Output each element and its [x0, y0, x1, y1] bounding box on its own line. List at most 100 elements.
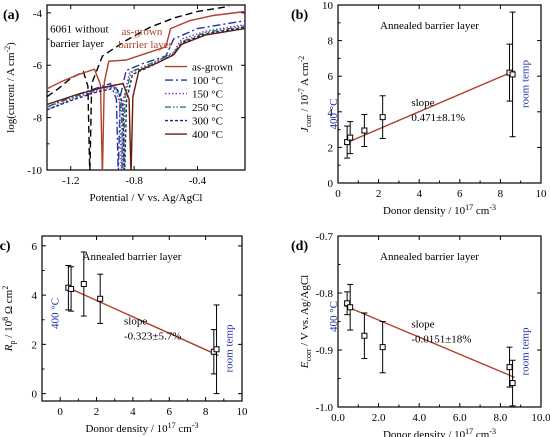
x-tick-label: 8.0: [494, 412, 508, 424]
y-tick-label: -10: [27, 165, 42, 177]
x-tick-label: 8: [498, 188, 504, 200]
data-point: [379, 344, 386, 351]
slope-value: -0.0151±18%: [411, 334, 471, 346]
y-tick-label: 8: [328, 36, 334, 48]
fit-line: [343, 70, 515, 145]
x-tick-label: -1.2: [62, 175, 79, 187]
y-tick-label: -0.7: [316, 231, 334, 243]
panel-label: (a): [3, 8, 20, 23]
y-tick-label: -1.0: [316, 402, 334, 414]
x-tick-label: 0: [57, 406, 63, 418]
data-point: [379, 114, 386, 121]
data-point: [347, 304, 354, 311]
y-tick-label: 0: [328, 178, 334, 190]
data-point: [344, 139, 351, 146]
x-tick-label: -0.4: [189, 175, 207, 187]
y-tick-label: 4: [32, 290, 38, 302]
legend-entry: 100 °C: [192, 75, 223, 87]
x-axis-label: Donor density / 1017 cm-3: [85, 421, 198, 435]
x-tick-label: 4: [416, 188, 422, 200]
chart-title: Annealed barrier layer: [83, 251, 182, 263]
x-tick-label: 4.0: [412, 412, 426, 424]
data-point: [97, 295, 104, 302]
y-axis-label: Rp / 108 Ω cm2: [1, 286, 17, 352]
y-tick-label: 2: [328, 142, 334, 154]
room-temp-label: room temp: [520, 327, 532, 375]
data-point: [361, 127, 368, 134]
y-tick-label: 0: [32, 389, 38, 401]
slope-label: slope: [411, 97, 434, 109]
x-tick-label: 6.0: [453, 412, 467, 424]
y-tick-label: 6: [32, 241, 38, 253]
series-curve: [47, 10, 245, 170]
data-point: [361, 332, 368, 339]
room-temp-label: room temp: [224, 324, 236, 372]
slope-value: 0.471±8.1%: [411, 112, 465, 124]
fit-line: [65, 285, 219, 357]
y-axis-label: Ecorr / V vs. Ag/AgCl: [299, 275, 313, 370]
x-tick-label: 10.0: [531, 412, 550, 424]
low-temp-label: 400 °C: [328, 301, 340, 332]
y-tick-label: 2: [32, 339, 38, 351]
panel-label: (d): [291, 239, 308, 254]
legend-entry: 250 °C: [192, 102, 223, 114]
x-axis-label: Donor density / 1017 cm-3: [383, 427, 496, 437]
x-tick-label: 8: [203, 406, 209, 418]
data-point: [347, 134, 354, 141]
y-tick-label: -0.8: [316, 288, 334, 300]
annotation: barrier layer: [50, 38, 104, 50]
x-axis-label: Donor density / 1017 cm-3: [383, 203, 496, 217]
x-tick-label: 6: [167, 406, 173, 418]
legend-entry: as-grown: [192, 62, 233, 74]
y-tick-label: -0.9: [316, 345, 334, 357]
legend-entry: 150 °C: [192, 89, 223, 101]
y-tick-label: -6: [33, 60, 43, 72]
y-tick-label: -8: [33, 113, 43, 125]
data-point: [80, 281, 87, 288]
x-tick-label: 10: [536, 188, 548, 200]
slope-value: -0.323±5.7%: [124, 331, 181, 343]
y-axis-label: Jcorr / 10-7 A cm-2: [297, 56, 313, 132]
x-tick-label: 6: [457, 188, 463, 200]
data-point: [509, 380, 516, 387]
series-curve: [47, 26, 245, 170]
panel-d: (d) 0.0 2.0 4.0 6.0 8.0 10.0 -1.0 -0.9 -0.8 -0.7 Do…: [291, 231, 550, 437]
x-tick-label: -0.8: [125, 175, 143, 187]
panel-a: (a) -1.2 -0.8 -0.4 -10 -8 -6 -4 Potential / V vs…: [3, 4, 246, 204]
curves: [47, 5, 245, 170]
x-tick-label: 0.0: [331, 412, 345, 424]
x-tick-label: 2: [376, 188, 382, 200]
chart-title: Annealed barrier layer: [380, 20, 479, 32]
slope-label: slope: [124, 316, 147, 328]
y-tick-label: 6: [328, 71, 334, 83]
series-curve: [47, 27, 245, 170]
y-axis-label: log(current / A cm-2): [3, 42, 17, 133]
chart-title: Annealed barrier layer: [380, 251, 479, 263]
legend-entry: 300 °C: [192, 116, 223, 128]
plot-frame: [41, 235, 243, 402]
low-temp-label: 400 °C: [49, 298, 61, 329]
panel-label: (c): [0, 239, 11, 254]
data-point: [506, 364, 513, 371]
panel-label: (b): [291, 8, 308, 23]
low-temp-label: 400 °C: [328, 99, 340, 130]
series-curve: [47, 20, 245, 170]
data-point: [68, 285, 75, 292]
x-tick-label: 2: [94, 406, 100, 418]
y-tick-label: 10: [322, 0, 334, 12]
slope-label: slope: [411, 319, 434, 331]
legend-entry: 400 °C: [192, 129, 223, 141]
y-tick-label: 4: [328, 107, 334, 119]
y-tick-label: -4: [33, 8, 43, 20]
data-point: [509, 71, 516, 78]
fit-line: [343, 304, 515, 379]
data-point: [213, 346, 220, 353]
x-tick-label: 4: [130, 406, 136, 418]
room-temp-label: room temp: [520, 60, 532, 108]
panel-b: (b) 0 2 4 6 8 10 0 2 4 6 8 10 Donor density / 1017 cm…: [291, 0, 547, 217]
x-tick-label: 0: [335, 188, 341, 200]
x-tick-label: 2.0: [372, 412, 386, 424]
plot-frame: [46, 4, 246, 171]
annotation: as-grown: [121, 26, 162, 38]
